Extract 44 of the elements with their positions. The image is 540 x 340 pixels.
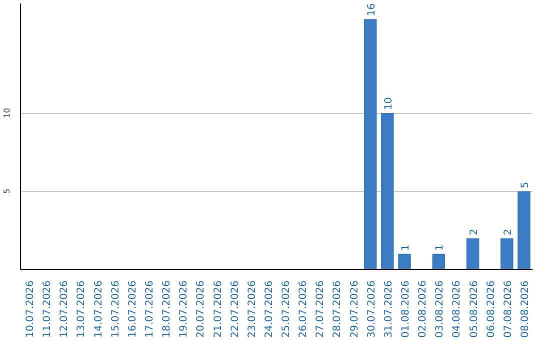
x-tick-label: 14.07.2026 — [93, 280, 104, 338]
x-tick-label: 31.07.2026 — [383, 280, 394, 338]
bar — [432, 254, 446, 270]
x-tick-label: 29.07.2026 — [349, 280, 360, 338]
x-tick-label: 15.07.2026 — [110, 280, 122, 338]
x-tick-label: 30.07.2026 — [366, 280, 378, 338]
data-label: 10 — [383, 97, 394, 110]
x-tick-label: 24.07.2026 — [264, 280, 275, 338]
data-label: 1 — [400, 244, 412, 251]
data-label: 5 — [520, 182, 531, 188]
x-tick-label: 10.07.2026 — [25, 280, 36, 338]
data-label: 2 — [502, 228, 514, 236]
x-tick-label: 28.07.2026 — [332, 280, 344, 338]
x-tick-label: 22.07.2026 — [230, 280, 241, 338]
x-tick-label: 21.07.2026 — [212, 280, 224, 338]
x-tick-label: 13.07.2026 — [76, 280, 88, 338]
x-tick-label: 08.08.2026 — [520, 280, 531, 338]
x-tick-label: 19.07.2026 — [178, 280, 190, 338]
data-label: 2 — [468, 228, 480, 236]
bar — [398, 254, 411, 270]
bar — [466, 238, 480, 270]
x-tick-label: 26.07.2026 — [298, 280, 310, 338]
x-tick-label: 12.07.2026 — [59, 280, 70, 338]
bar — [381, 113, 394, 270]
x-tick-label: 17.07.2026 — [144, 280, 156, 338]
x-tick-label: 07.08.2026 — [502, 280, 514, 338]
data-label: 16 — [366, 3, 378, 16]
x-tick-label: 01.08.2026 — [400, 280, 412, 338]
x-tick-label: 27.07.2026 — [315, 280, 326, 338]
x-tick-label: 03.08.2026 — [434, 280, 446, 338]
x-tick-label: 18.07.2026 — [162, 280, 173, 338]
x-tick-label: 04.08.2026 — [452, 280, 463, 338]
x-tick-label: 05.08.2026 — [468, 280, 480, 338]
bar — [500, 238, 514, 270]
x-tick-label: 20.07.2026 — [196, 280, 207, 338]
x-tick-label: 06.08.2026 — [486, 280, 497, 338]
bar — [364, 19, 377, 270]
x-tick-label: 23.07.2026 — [246, 280, 258, 338]
x-tick-label: 02.08.2026 — [418, 280, 429, 338]
x-tick-label: 11.07.2026 — [42, 280, 54, 338]
x-tick-label: 16.07.2026 — [127, 280, 138, 338]
bar — [518, 191, 530, 270]
x-tick-label: 25.07.2026 — [281, 280, 292, 338]
data-label: 1 — [434, 244, 446, 251]
